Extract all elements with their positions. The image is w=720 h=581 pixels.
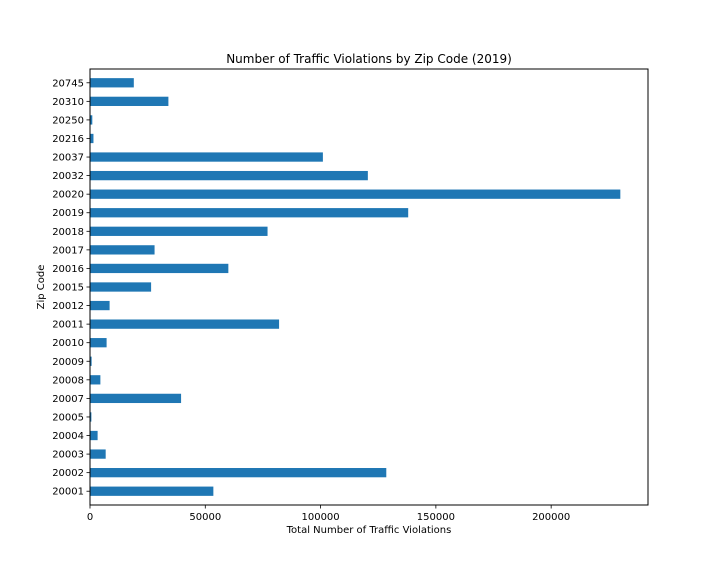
y-tick-label: 20017 bbox=[52, 245, 84, 256]
x-tick-label: 50000 bbox=[189, 512, 221, 523]
y-tick-label: 20310 bbox=[52, 97, 84, 108]
y-axis-label: Zip Code bbox=[36, 265, 47, 310]
bar-20020 bbox=[90, 189, 621, 199]
bar-20019 bbox=[90, 208, 409, 218]
bar-20005 bbox=[90, 412, 92, 422]
bar-20008 bbox=[90, 375, 101, 385]
bar-20016 bbox=[90, 263, 229, 274]
x-axis-ticks: 0 50000 100000 150000 200000 bbox=[87, 505, 570, 523]
y-tick-label: 20216 bbox=[52, 134, 84, 145]
y-tick-label: 20250 bbox=[52, 115, 84, 126]
bar-20011 bbox=[90, 319, 280, 329]
y-tick-label: 20002 bbox=[52, 468, 84, 479]
chart-title: Number of Traffic Violations by Zip Code… bbox=[226, 52, 512, 66]
y-tick-label: 20020 bbox=[52, 190, 84, 201]
y-tick-label: 20010 bbox=[52, 338, 84, 349]
bar-20004 bbox=[90, 430, 98, 441]
y-tick-label: 20003 bbox=[52, 450, 84, 461]
y-tick-label: 20032 bbox=[52, 171, 84, 182]
x-tick-label: 0 bbox=[87, 512, 93, 523]
y-tick-label: 20009 bbox=[52, 357, 84, 368]
x-tick-label: 100000 bbox=[301, 512, 339, 523]
x-tick-label: 200000 bbox=[532, 512, 570, 523]
bar-20216 bbox=[90, 133, 94, 144]
y-tick-label: 20018 bbox=[52, 227, 84, 238]
y-tick-label: 20015 bbox=[52, 283, 84, 294]
y-tick-label: 20005 bbox=[52, 412, 84, 423]
y-tick-label: 20001 bbox=[52, 487, 84, 498]
bar-20001 bbox=[90, 486, 214, 496]
bar-20017 bbox=[90, 245, 155, 255]
bar-20009 bbox=[90, 356, 92, 366]
y-tick-label: 20019 bbox=[52, 208, 84, 219]
y-tick-label: 20004 bbox=[52, 431, 84, 442]
y-tick-label: 20011 bbox=[52, 320, 84, 331]
bar-20037 bbox=[90, 152, 323, 162]
y-tick-label: 20016 bbox=[52, 264, 84, 275]
bar-20032 bbox=[90, 170, 368, 181]
bar-20003 bbox=[90, 449, 106, 459]
bar-20002 bbox=[90, 468, 387, 478]
x-tick-label: 150000 bbox=[417, 512, 455, 523]
y-tick-label: 20007 bbox=[52, 394, 84, 405]
bar-20010 bbox=[90, 338, 107, 348]
bar-20018 bbox=[90, 226, 268, 236]
bar-20015 bbox=[90, 282, 152, 292]
bar-20250 bbox=[90, 115, 93, 125]
bar-20012 bbox=[90, 300, 110, 311]
x-axis-label: Total Number of Traffic Violations bbox=[286, 525, 452, 536]
y-tick-label: 20012 bbox=[52, 301, 84, 312]
bar-20745 bbox=[90, 78, 134, 88]
y-axis-ticks: 20001 20002 20003 20004 20005 20007 20008 20009… bbox=[52, 78, 90, 498]
plot-frame bbox=[89, 68, 649, 506]
bars-group bbox=[90, 78, 621, 496]
bar-20007 bbox=[90, 393, 182, 404]
y-tick-label: 20745 bbox=[52, 78, 84, 89]
bar-20310 bbox=[90, 96, 169, 106]
y-tick-label: 20008 bbox=[52, 375, 84, 386]
y-tick-label: 20037 bbox=[52, 153, 84, 164]
